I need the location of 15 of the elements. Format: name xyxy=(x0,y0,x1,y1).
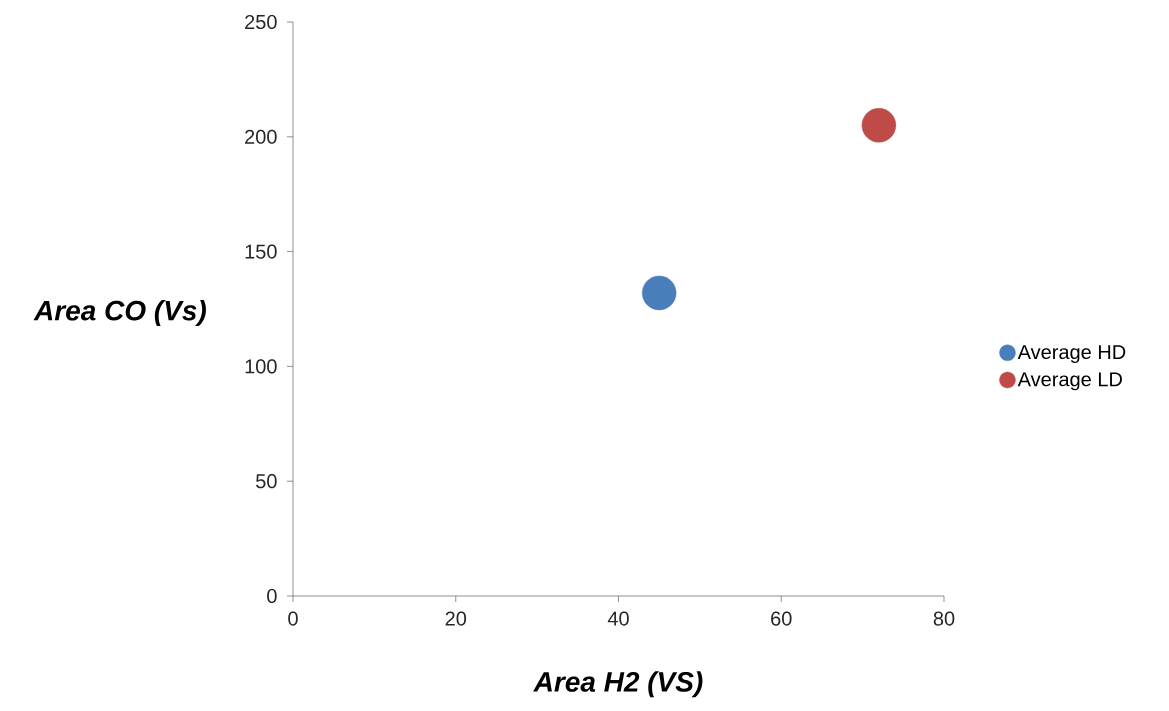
y-tick-label: 0 xyxy=(267,588,277,604)
x-tick-label: 0 xyxy=(288,611,298,626)
x-tick-label: 60 xyxy=(771,611,792,626)
y-axis-title: Area CO (Vs) xyxy=(33,299,206,327)
y-tick-label: 100 xyxy=(245,359,277,374)
legend-label: Average LD xyxy=(1017,372,1122,391)
x-tick-label: 40 xyxy=(607,611,629,626)
y-tick-label: 150 xyxy=(245,244,277,259)
x-tick-label: 80 xyxy=(933,611,955,626)
y-tick-label: 200 xyxy=(245,129,277,144)
legend-label: Average HD xyxy=(1017,345,1126,364)
x-axis-title: Area H2 (VS) xyxy=(533,671,703,698)
y-tick-label: 50 xyxy=(256,474,277,489)
x-tick-label: 20 xyxy=(445,611,467,626)
y-tick-label: 250 xyxy=(245,14,277,30)
